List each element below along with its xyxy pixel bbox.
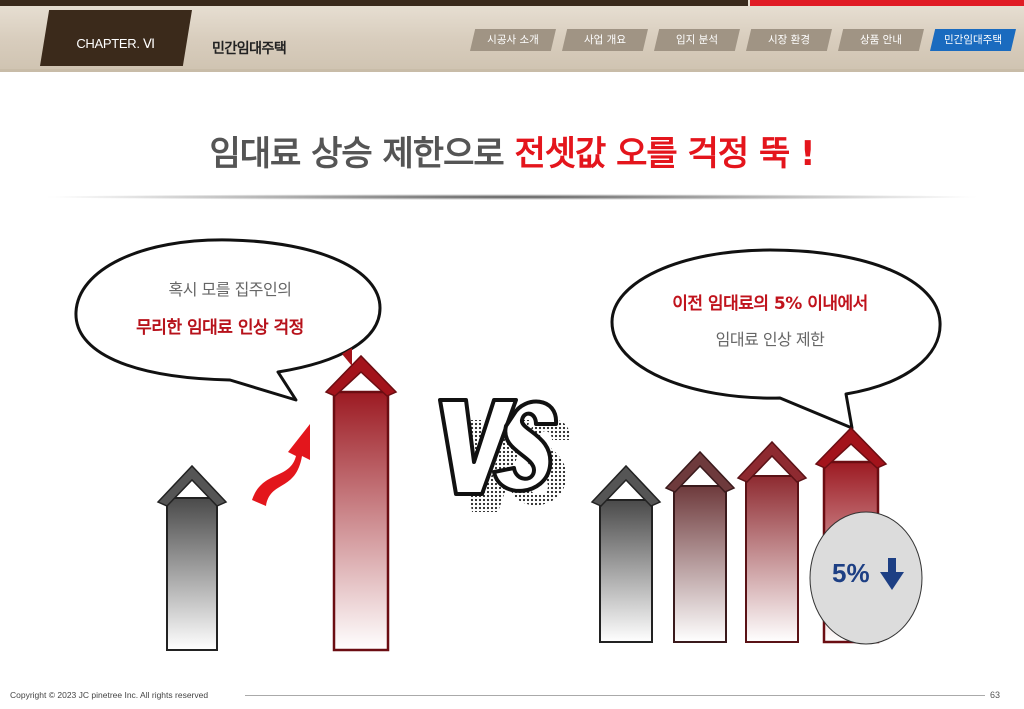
- right-bubble-line1: 이전 임대료의 5% 이내에서: [672, 294, 868, 314]
- footer-copyright: Copyright © 2023 JC pinetree Inc. All ri…: [10, 690, 209, 700]
- arrow-up-icon: [664, 450, 736, 643]
- nav-tab-overview[interactable]: 사업 개요: [562, 29, 648, 51]
- headline-divider: [40, 194, 984, 200]
- nav-tab-market[interactable]: 시장 환경: [746, 29, 832, 51]
- nav-tab-builder[interactable]: 시공사 소개: [470, 29, 556, 51]
- top-accent-bar-red: [750, 0, 1024, 6]
- arrow-down-icon: [880, 558, 904, 590]
- headline-part1: 임대료 상승 제한으로: [209, 134, 515, 174]
- chapter-label: CHAPTER. Ⅵ: [76, 36, 155, 51]
- speech-bubble-right: [610, 248, 942, 430]
- percent-badge-bg: [809, 511, 923, 645]
- footer-divider: [245, 695, 985, 696]
- arrow-up-icon: [156, 464, 228, 651]
- headline-highlight: 전셋값 오를 걱정 뚝 !: [514, 134, 815, 174]
- left-bubble-line2: 무리한 임대료 인상 걱정: [136, 318, 304, 338]
- right-bubble-line2: 임대료 인상 제한: [715, 330, 825, 349]
- arrow-up-icon: [324, 348, 398, 652]
- page-headline: 임대료 상승 제한으로 전셋값 오를 걱정 뚝 !: [0, 126, 1024, 175]
- speech-bubble-left: [74, 238, 382, 402]
- left-bubble-line1: 혹시 모를 집주인의: [168, 280, 292, 299]
- page-number: 63: [990, 690, 1001, 700]
- section-title: 민간임대주택: [212, 41, 287, 57]
- vs-graphic: [438, 398, 559, 496]
- top-accent-bar: [0, 0, 748, 6]
- top-nav: 시공사 소개 사업 개요 입지 분석 시장 환경 상품 안내 민간임대주택: [470, 29, 1022, 51]
- chapter-tab: [40, 10, 192, 66]
- red-curved-arrow-icon: [252, 424, 310, 506]
- nav-tab-product[interactable]: 상품 안내: [838, 29, 924, 51]
- arrow-up-icon: [590, 464, 662, 643]
- percent-badge-label: 5%: [832, 558, 870, 588]
- nav-tab-rental[interactable]: 민간임대주택: [930, 29, 1016, 51]
- nav-tab-location[interactable]: 입지 분석: [654, 29, 740, 51]
- arrow-up-icon: [736, 440, 808, 643]
